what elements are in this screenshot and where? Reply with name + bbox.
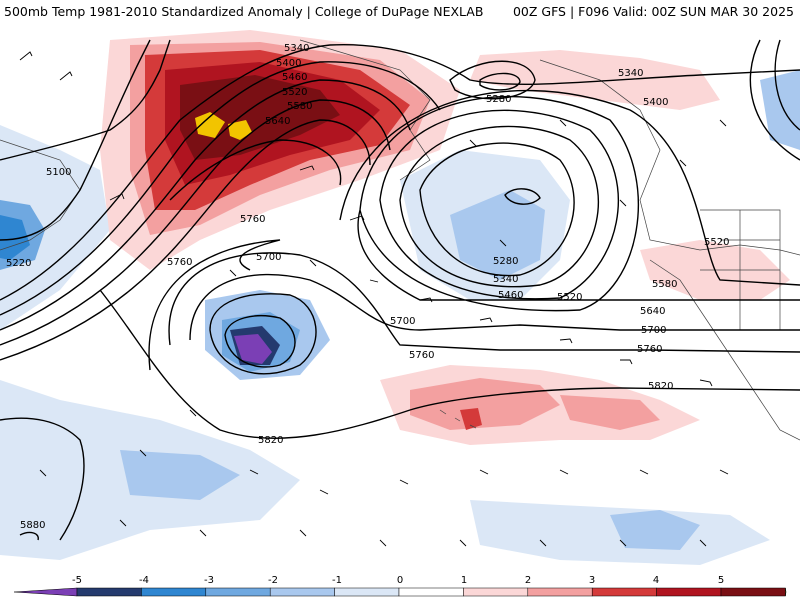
contour-label: 5340 bbox=[618, 68, 643, 79]
colorbar-swatch bbox=[141, 587, 207, 597]
cold-anomaly-area bbox=[610, 510, 700, 550]
cold-anomaly-area bbox=[0, 215, 30, 260]
contour-label: 5340 bbox=[284, 43, 309, 54]
contour-label: 5400 bbox=[276, 58, 301, 69]
colorbar-swatch bbox=[527, 587, 593, 597]
map-title: 500mb Temp 1981-2010 Standardized Anomal… bbox=[4, 4, 484, 19]
contour-label: 5700 bbox=[390, 316, 415, 327]
contour-label: 5520 bbox=[704, 237, 729, 248]
colorbar-tick: 1 bbox=[461, 575, 467, 586]
colorbar-tick: 4 bbox=[653, 575, 659, 586]
colorbar-tick: -1 bbox=[332, 575, 342, 586]
colorbar-swatch bbox=[334, 587, 400, 597]
colorbar-swatch bbox=[269, 587, 335, 597]
contour-label: 5820 bbox=[648, 381, 673, 392]
warm-anomaly-area bbox=[180, 75, 340, 160]
warm-anomaly-area bbox=[560, 395, 660, 430]
contour-label: 5400 bbox=[643, 97, 668, 108]
colorbar-swatch bbox=[463, 587, 529, 597]
warm-anomaly-area bbox=[195, 112, 225, 138]
colorbar-swatch bbox=[398, 587, 464, 597]
contour-label: 5580 bbox=[287, 101, 312, 112]
colorbar: -5 -4 -3 -2 -1 0 1 2 3 4 5 bbox=[0, 570, 800, 600]
colorbar-swatch bbox=[785, 587, 787, 597]
colorbar-tick: 0 bbox=[397, 575, 403, 586]
contour-label: 5340 bbox=[493, 274, 518, 285]
contour-label: 5880 bbox=[20, 520, 45, 531]
colorbar-tick-labels: -5 -4 -3 -2 -1 0 1 2 3 4 5 bbox=[72, 575, 724, 586]
wind-barbs bbox=[19, 51, 729, 547]
colorbar-swatch bbox=[656, 587, 722, 597]
anomaly-shading bbox=[0, 30, 800, 565]
colorbar-swatch bbox=[591, 587, 657, 597]
warm-anomaly-area bbox=[410, 378, 560, 430]
anomaly-map: 5340 5400 5460 5520 5580 5640 5760 5700 … bbox=[0, 24, 800, 570]
colorbar-tick: 3 bbox=[589, 575, 595, 586]
warm-anomaly-area bbox=[228, 120, 252, 140]
colorbar-swatch bbox=[13, 587, 78, 597]
contour-label: 5760 bbox=[167, 257, 192, 268]
contour-label: 5640 bbox=[640, 306, 665, 317]
contour-label: 5760 bbox=[637, 344, 662, 355]
colorbar-tick: -5 bbox=[72, 575, 82, 586]
contour-label: 5760 bbox=[409, 350, 434, 361]
colorbar-swatch bbox=[720, 587, 786, 597]
cold-anomaly-area bbox=[234, 334, 272, 364]
colorbar-tick: -2 bbox=[268, 575, 278, 586]
colorbar-tick: -3 bbox=[204, 575, 214, 586]
contour-label: 5700 bbox=[256, 252, 281, 263]
cold-anomaly-area bbox=[0, 125, 110, 330]
map-header: 500mb Temp 1981-2010 Standardized Anomal… bbox=[0, 0, 800, 24]
contour-label: 5700 bbox=[641, 325, 666, 336]
cold-anomaly-area bbox=[450, 190, 545, 280]
contour-label: 5820 bbox=[258, 435, 283, 446]
contour-label: 5460 bbox=[282, 72, 307, 83]
colorbar-swatch bbox=[76, 587, 142, 597]
colorbar-tick: 5 bbox=[718, 575, 724, 586]
cold-anomaly-area bbox=[760, 70, 800, 150]
model-run-valid-time: 00Z GFS | F096 Valid: 00Z SUN MAR 30 202… bbox=[512, 4, 794, 19]
contour-label: 5580 bbox=[652, 279, 677, 290]
warm-anomaly-area bbox=[470, 50, 720, 110]
contour-labels: 5340 5400 5460 5520 5580 5640 5760 5700 … bbox=[6, 43, 729, 531]
colorbar-tick: 2 bbox=[525, 575, 531, 586]
colorbar-swatches bbox=[13, 587, 787, 597]
height-contours bbox=[0, 39, 800, 541]
contour-label: 5460 bbox=[498, 290, 523, 301]
colorbar-swatch bbox=[205, 587, 271, 597]
cold-anomaly-area bbox=[120, 450, 240, 500]
contour-label: 5760 bbox=[240, 214, 265, 225]
warm-anomaly-area bbox=[460, 408, 482, 430]
contour-label: 5220 bbox=[6, 258, 31, 269]
contour-label: 5280 bbox=[486, 94, 511, 105]
contour-label: 5100 bbox=[46, 167, 71, 178]
colorbar-tick: -4 bbox=[139, 575, 149, 586]
contour-label: 5280 bbox=[493, 256, 518, 267]
contour-label: 5520 bbox=[282, 87, 307, 98]
contour-label: 5640 bbox=[265, 116, 290, 127]
contour-label: 5520 bbox=[557, 292, 582, 303]
